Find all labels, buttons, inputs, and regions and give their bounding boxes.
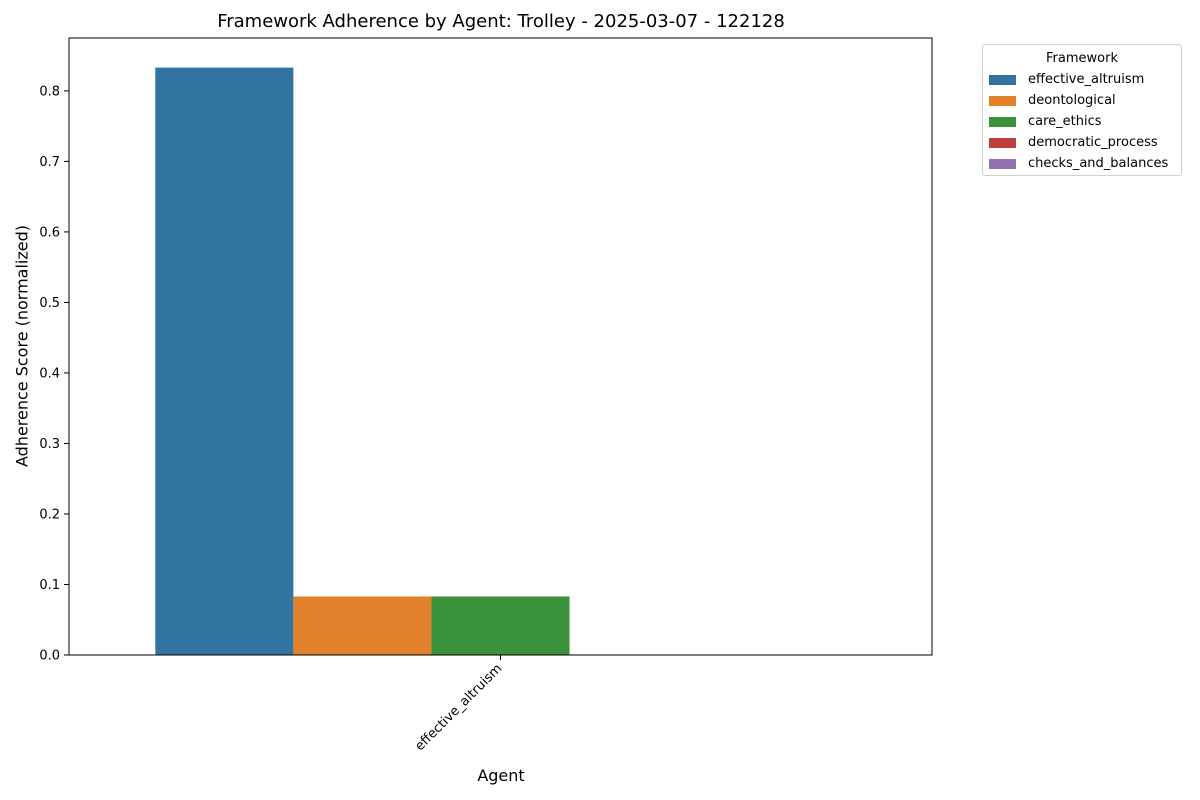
legend-label: deontological <box>1028 93 1116 108</box>
bar-deontological <box>293 596 432 655</box>
y-tick-label: 0.2 <box>39 507 60 522</box>
legend-title: Framework <box>1046 51 1118 66</box>
legend-swatch <box>989 74 1016 85</box>
y-tick-label: 0.5 <box>39 296 60 311</box>
legend-swatch <box>989 116 1016 127</box>
legend-label: checks_and_balances <box>1028 156 1169 171</box>
legend: Framework effective_altruism deontologica… <box>982 44 1182 176</box>
x-tick-label: effective_altruism <box>412 661 505 754</box>
y-axis-ticks: 0.0 0.1 0.2 0.3 0.4 0.5 0.6 0.7 0.8 <box>39 84 69 664</box>
legend-item: effective_altruism <box>983 69 1181 90</box>
legend-item: deontological <box>983 90 1181 111</box>
bar-effective-altruism <box>155 67 294 656</box>
legend-swatch <box>989 158 1016 169</box>
x-axis-label: Agent <box>477 766 525 785</box>
x-axis-ticks: effective_altruism <box>412 655 505 754</box>
y-tick-label: 0.0 <box>39 649 60 664</box>
y-tick-label: 0.8 <box>39 84 60 99</box>
legend-item: democratic_process <box>983 132 1181 153</box>
chart-title: Framework Adherence by Agent: Trolley - … <box>217 11 785 32</box>
legend-swatch <box>989 137 1016 148</box>
legend-item: checks_and_balances <box>983 153 1181 174</box>
y-tick-label: 0.1 <box>39 578 60 593</box>
bar-care-ethics <box>431 596 570 655</box>
legend-item: care_ethics <box>983 111 1181 132</box>
legend-items: effective_altruism deontological care_ethi… <box>983 69 1181 174</box>
bars-group <box>155 67 570 656</box>
legend-label: democratic_process <box>1028 135 1158 150</box>
legend-swatch <box>989 95 1016 106</box>
y-tick-label: 0.6 <box>39 225 60 240</box>
y-tick-label: 0.3 <box>39 437 60 452</box>
y-axis-label: Adherence Score (normalized) <box>12 224 32 468</box>
legend-label: effective_altruism <box>1028 72 1145 87</box>
y-tick-label: 0.4 <box>39 366 60 381</box>
legend-label: care_ethics <box>1028 114 1102 129</box>
y-tick-label: 0.7 <box>39 155 60 170</box>
plot-frame <box>68 37 933 656</box>
